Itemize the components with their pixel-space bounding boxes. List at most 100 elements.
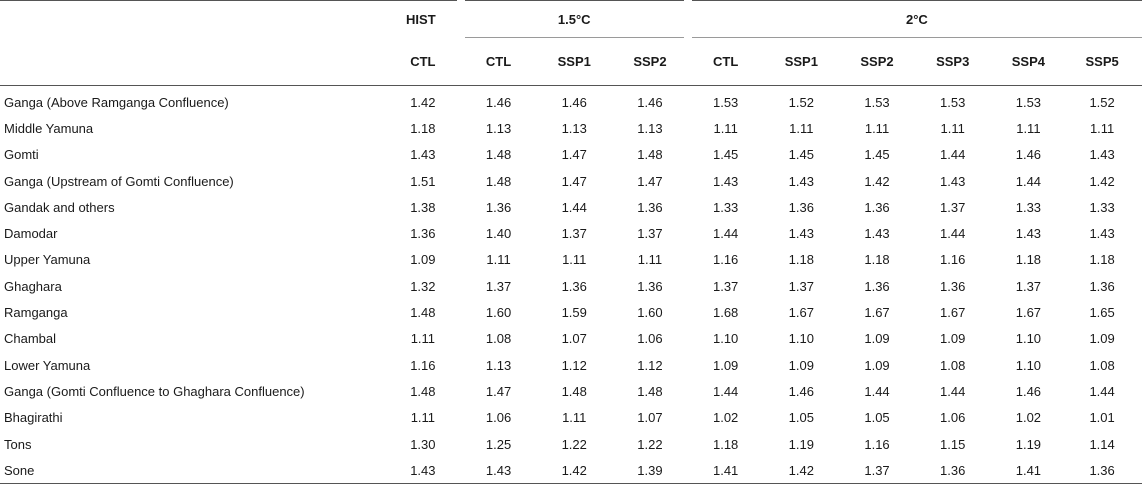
basin-name: Bhagirathi [4,410,63,426]
table-cell: 1.05 [788,410,814,426]
table-row: Ganga (Upstream of Gomti Confluence) 1.51… [0,168,1142,194]
table-cell: 1.02 [1015,410,1042,426]
header-corner-lower [0,37,386,86]
table-cell: 1.11 [410,331,436,347]
table-cell: 1.12 [561,357,587,373]
table-cell: 1.42 [864,173,890,189]
table-cell: 1.22 [637,436,663,452]
table-cell: 1.36 [1089,278,1115,294]
table-cell: 1.36 [637,278,663,294]
table-cell: 1.09 [788,357,814,373]
table-cell: 1.40 [485,226,512,242]
table-cell: 1.10 [712,331,739,347]
table-cell: 1.52 [1089,94,1115,110]
column-header: CTL [385,37,461,86]
table-cell: 1.60 [485,305,512,321]
table-cell: 1.32 [410,278,436,294]
table-cell: 1.10 [788,331,814,347]
table-cell: 1.16 [712,252,739,268]
table-cell: 1.19 [1015,436,1042,452]
table-cell: 1.42 [763,457,840,485]
table-cell: 1.09 [864,357,890,373]
table-cell: 1.46 [561,94,587,110]
header-corner [0,0,386,38]
table-cell: 1.43 [1089,226,1115,242]
table-cell: 1.16 [864,436,890,452]
table-cell: 1.25 [485,436,512,452]
table-cell: 1.37 [839,457,915,485]
table-row: Damodar 1.36 1.40 1.37 1.37 1.44 1.43 1.43 1.44 1… [0,220,1142,246]
table-cell: 1.44 [864,383,890,399]
header-group-2c: 2°C [683,0,1142,38]
table-cell: 1.44 [940,147,966,163]
table-cell: 1.52 [788,94,814,110]
table-cell: 1.45 [788,147,814,163]
basin-name: Sone [0,457,386,485]
table-cell: 1.41 [990,457,1067,485]
table-cell: 1.09 [940,331,966,347]
table-row: Sone 1.43 1.43 1.42 1.39 1.41 1.42 1.37 1.36 1.41… [0,457,1142,485]
table-cell: 1.10 [1015,357,1042,373]
table-cell: 1.43 [385,457,461,485]
table-cell: 1.47 [637,173,663,189]
table-cell: 1.11 [1089,120,1115,136]
table-cell: 1.37 [940,199,966,215]
table-cell: 1.18 [1015,252,1042,268]
table-cell: 1.08 [1089,357,1115,373]
table-row: Ganga (Gomti Confluence to Ghaghara Conf… [0,378,1142,404]
table-cell: 1.48 [410,383,436,399]
table-cell: 1.22 [561,436,587,452]
table-cell: 1.36 [940,278,966,294]
table-cell: 1.65 [1089,305,1115,321]
table-header: HIST 1.5°C 2°C CTL CTL SSP1 SSP2 CTL SSP… [0,0,1142,86]
column-header: SSP2 [612,37,688,86]
table-cell: 1.42 [410,94,436,110]
table-cell: 1.07 [561,331,587,347]
table-cell: 1.44 [712,383,739,399]
table-cell: 1.60 [637,305,663,321]
table-cell: 1.37 [561,226,587,242]
table-body: Ganga (Above Ramganga Confluence) 1.42 1.4… [0,86,1142,485]
table-cell: 1.09 [712,357,739,373]
table-cell: 1.36 [788,199,814,215]
table-cell: 1.11 [562,410,587,426]
table-cell: 1.46 [485,94,512,110]
column-header: SSP4 [990,37,1067,86]
basin-name: Damodar [4,226,58,242]
table-cell: 1.48 [637,383,663,399]
table-cell: 1.47 [561,147,587,163]
table-cell: 1.36 [864,278,890,294]
table-cell: 1.36 [637,199,663,215]
table-cell: 1.41 [687,457,764,485]
table-cell: 1.44 [712,226,739,242]
table-cell: 1.53 [940,94,966,110]
table-cell: 1.07 [637,410,663,426]
table-row: Ganga (Above Ramganga Confluence) 1.42 1.4… [0,86,1142,116]
column-header: CTL [687,37,764,86]
table-cell: 1.11 [940,120,965,136]
basin-name: Ganga (Above Ramganga Confluence) [4,94,229,110]
table-cell: 1.11 [562,252,587,268]
table-cell: 1.44 [940,383,966,399]
table-cell: 1.43 [864,226,890,242]
table-cell: 1.51 [410,173,436,189]
table-cell: 1.43 [1015,226,1042,242]
column-header: SSP1 [536,37,613,86]
column-header: SSP1 [763,37,840,86]
table-cell: 1.18 [1089,252,1115,268]
table-cell: 1.39 [612,457,688,485]
table-cell: 1.42 [1089,173,1115,189]
table-cell: 1.43 [940,173,966,189]
table-cell: 1.12 [637,357,663,373]
table-cell: 1.42 [536,457,613,485]
table-row: Gandak and others 1.38 1.36 1.44 1.36 1.33 1.3… [0,194,1142,220]
table-cell: 1.37 [637,226,663,242]
table-cell: 1.44 [1015,173,1042,189]
table-cell: 1.37 [712,278,739,294]
header-row-groups: HIST 1.5°C 2°C [0,0,1142,38]
table-cell: 1.36 [864,199,890,215]
data-table: HIST 1.5°C 2°C CTL CTL SSP1 SSP2 CTL SSP… [0,0,1142,485]
table-row: Upper Yamuna 1.09 1.11 1.11 1.11 1.16 1.18 1.18… [0,247,1142,273]
table-cell: 1.16 [940,252,966,268]
table-cell: 1.14 [1089,436,1115,452]
